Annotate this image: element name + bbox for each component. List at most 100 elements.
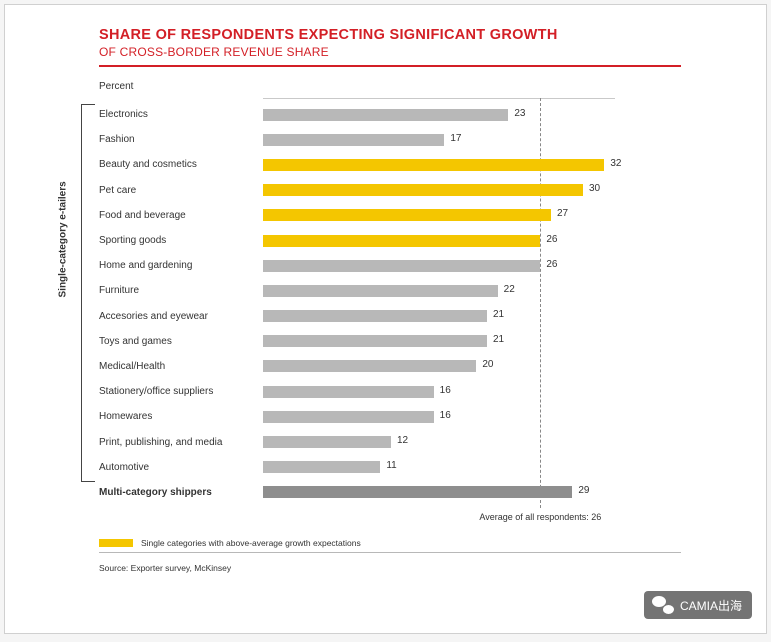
chart-row: Automotive 11 xyxy=(99,455,681,480)
chart-row: Multi-category shippers 29 xyxy=(99,480,681,505)
bar-track: 32 xyxy=(263,159,681,171)
bar-track: 27 xyxy=(263,209,681,221)
bar-track: 22 xyxy=(263,285,681,297)
bar-track: 16 xyxy=(263,411,681,423)
category-bracket xyxy=(81,104,95,482)
row-label: Beauty and cosmetics xyxy=(99,159,263,170)
bar-value: 26 xyxy=(546,259,557,270)
bar-value: 16 xyxy=(440,410,451,421)
bar-chart: Single-category e-tailers Average of all… xyxy=(99,102,681,510)
bar xyxy=(263,209,551,221)
row-label: Pet care xyxy=(99,185,263,196)
title-main: SHARE OF RESPONDENTS EXPECTING SIGNIFICA… xyxy=(99,27,766,43)
legend-text: Single categories with above-average gro… xyxy=(141,538,361,548)
bar-value: 30 xyxy=(589,183,600,194)
bar-track: 26 xyxy=(263,260,681,272)
bar-value: 29 xyxy=(578,485,589,496)
chart-row: Stationery/office suppliers 16 xyxy=(99,379,681,404)
bar-track: 11 xyxy=(263,461,681,473)
bar xyxy=(263,436,391,448)
bar-track: 29 xyxy=(263,486,681,498)
bar xyxy=(263,285,498,297)
source-text: Source: Exporter survey, McKinsey xyxy=(99,563,766,573)
chart-row: Home and gardening 26 xyxy=(99,253,681,278)
bar-track: 30 xyxy=(263,184,681,196)
bar-value: 17 xyxy=(450,133,461,144)
row-label: Electronics xyxy=(99,109,263,120)
bar-value: 22 xyxy=(504,284,515,295)
chart-row: Medical/Health 20 xyxy=(99,354,681,379)
chart-row: Homewares 16 xyxy=(99,404,681,429)
bar-value: 27 xyxy=(557,208,568,219)
chart-row: Electronics 23 xyxy=(99,102,681,127)
bar-track: 20 xyxy=(263,360,681,372)
row-label: Homewares xyxy=(99,411,263,422)
bar xyxy=(263,109,508,121)
bar-value: 20 xyxy=(482,359,493,370)
bar xyxy=(263,335,487,347)
chart-row: Sporting goods 26 xyxy=(99,228,681,253)
wechat-badge-text: CAMIA出海 xyxy=(680,597,742,614)
bar-value: 16 xyxy=(440,385,451,396)
row-label: Food and beverage xyxy=(99,210,263,221)
row-label: Multi-category shippers xyxy=(99,487,263,498)
legend-rule xyxy=(99,552,681,553)
bar xyxy=(263,360,476,372)
row-label: Medical/Health xyxy=(99,361,263,372)
chart-row: Food and beverage 27 xyxy=(99,203,681,228)
chart-row: Accesories and eyewear 21 xyxy=(99,304,681,329)
bar-track: 26 xyxy=(263,235,681,247)
legend: Single categories with above-average gro… xyxy=(99,538,766,548)
chart-row: Fashion 17 xyxy=(99,127,681,152)
bar-value: 26 xyxy=(546,234,557,245)
chart-row: Toys and games 21 xyxy=(99,329,681,354)
chart-row: Pet care 30 xyxy=(99,178,681,203)
bar-value: 11 xyxy=(386,460,396,471)
bar xyxy=(263,235,540,247)
bar-value: 23 xyxy=(514,108,525,119)
bar-track: 16 xyxy=(263,386,681,398)
row-label: Print, publishing, and media xyxy=(99,437,263,448)
bar-value: 21 xyxy=(493,334,504,345)
bar-value: 12 xyxy=(397,435,408,446)
unit-label: Percent xyxy=(99,81,766,92)
bar-track: 17 xyxy=(263,134,681,146)
row-label: Automotive xyxy=(99,462,263,473)
title-block: SHARE OF RESPONDENTS EXPECTING SIGNIFICA… xyxy=(99,27,766,59)
row-label: Accesories and eyewear xyxy=(99,311,263,322)
chart-row: Furniture 22 xyxy=(99,278,681,303)
chart-row: Beauty and cosmetics 32 xyxy=(99,152,681,177)
bar xyxy=(263,461,380,473)
chart-top-rule xyxy=(263,98,615,99)
bar xyxy=(263,184,583,196)
row-label: Furniture xyxy=(99,285,263,296)
row-label: Home and gardening xyxy=(99,260,263,271)
chart-row: Print, publishing, and media 12 xyxy=(99,429,681,454)
wechat-badge: CAMIA出海 xyxy=(644,591,752,619)
title-subtitle: OF CROSS-BORDER REVENUE SHARE xyxy=(99,45,766,59)
bar xyxy=(263,310,487,322)
chart-rows: Electronics 23 Fashion 17 Beauty and cosmeti… xyxy=(99,102,681,505)
bar xyxy=(263,486,572,498)
category-bracket-label: Single-category e-tailers xyxy=(58,181,69,297)
bar-track: 12 xyxy=(263,436,681,448)
row-label: Sporting goods xyxy=(99,235,263,246)
bar-value: 21 xyxy=(493,309,504,320)
row-label: Stationery/office suppliers xyxy=(99,386,263,397)
bar-value: 32 xyxy=(610,158,621,169)
bar-track: 21 xyxy=(263,335,681,347)
bar xyxy=(263,260,540,272)
bar xyxy=(263,134,444,146)
bar xyxy=(263,411,434,423)
bar-track: 21 xyxy=(263,310,681,322)
page: SHARE OF RESPONDENTS EXPECTING SIGNIFICA… xyxy=(4,4,767,634)
bar xyxy=(263,159,604,171)
row-label: Fashion xyxy=(99,134,263,145)
wechat-icon xyxy=(652,596,674,614)
bar xyxy=(263,386,434,398)
bar-track: 23 xyxy=(263,109,681,121)
row-label: Toys and games xyxy=(99,336,263,347)
legend-swatch xyxy=(99,539,133,547)
average-label: Average of all respondents: 26 xyxy=(479,512,601,522)
title-rule xyxy=(99,65,681,67)
